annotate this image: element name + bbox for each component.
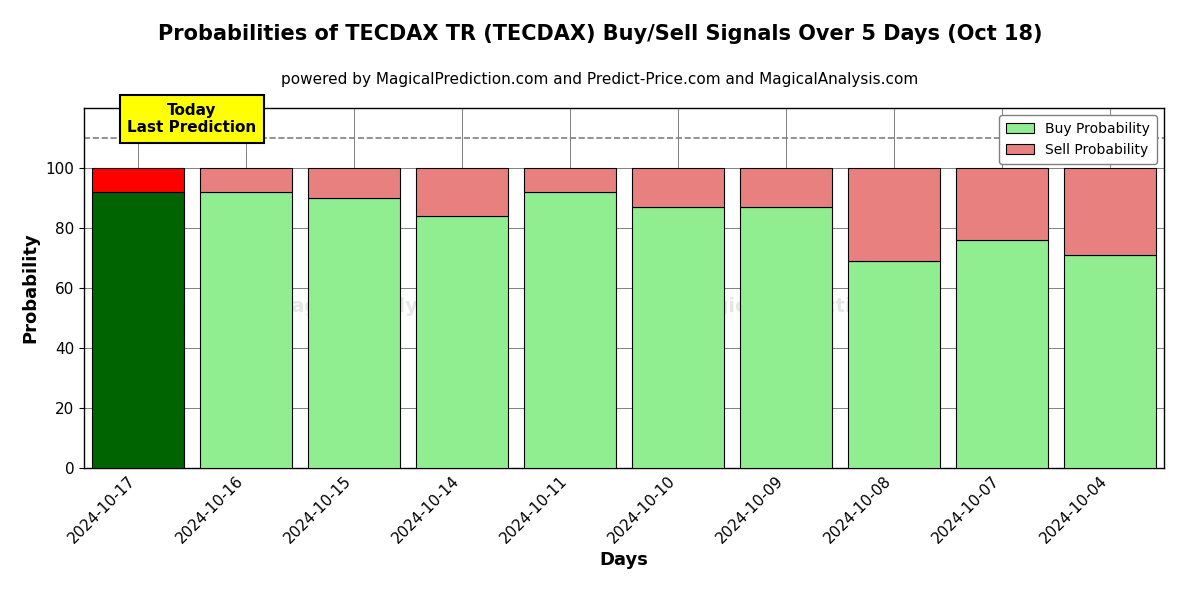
Bar xyxy=(740,207,832,468)
Text: Probabilities of TECDAX TR (TECDAX) Buy/Sell Signals Over 5 Days (Oct 18): Probabilities of TECDAX TR (TECDAX) Buy/… xyxy=(157,24,1043,44)
Bar xyxy=(200,192,292,468)
Bar xyxy=(92,192,184,468)
Bar xyxy=(956,168,1048,240)
Text: Today
Last Prediction: Today Last Prediction xyxy=(127,103,257,135)
Text: MagicalAnalysis.com: MagicalAnalysis.com xyxy=(272,296,500,316)
Bar xyxy=(632,168,724,207)
Bar xyxy=(848,261,940,468)
Bar xyxy=(740,168,832,207)
Bar xyxy=(524,192,616,468)
Bar xyxy=(308,168,400,198)
Y-axis label: Probability: Probability xyxy=(22,233,40,343)
Bar xyxy=(1064,255,1156,468)
X-axis label: Days: Days xyxy=(600,551,648,569)
Bar xyxy=(632,207,724,468)
Bar xyxy=(416,168,508,216)
Legend: Buy Probability, Sell Probability: Buy Probability, Sell Probability xyxy=(1000,115,1157,164)
Bar xyxy=(200,168,292,192)
Bar xyxy=(416,216,508,468)
Text: MagicalPrediction.com: MagicalPrediction.com xyxy=(683,296,932,316)
Bar xyxy=(1064,168,1156,255)
Bar xyxy=(308,198,400,468)
Bar xyxy=(92,168,184,192)
Text: powered by MagicalPrediction.com and Predict-Price.com and MagicalAnalysis.com: powered by MagicalPrediction.com and Pre… xyxy=(281,72,919,87)
Bar xyxy=(524,168,616,192)
Bar xyxy=(848,168,940,261)
Bar xyxy=(956,240,1048,468)
